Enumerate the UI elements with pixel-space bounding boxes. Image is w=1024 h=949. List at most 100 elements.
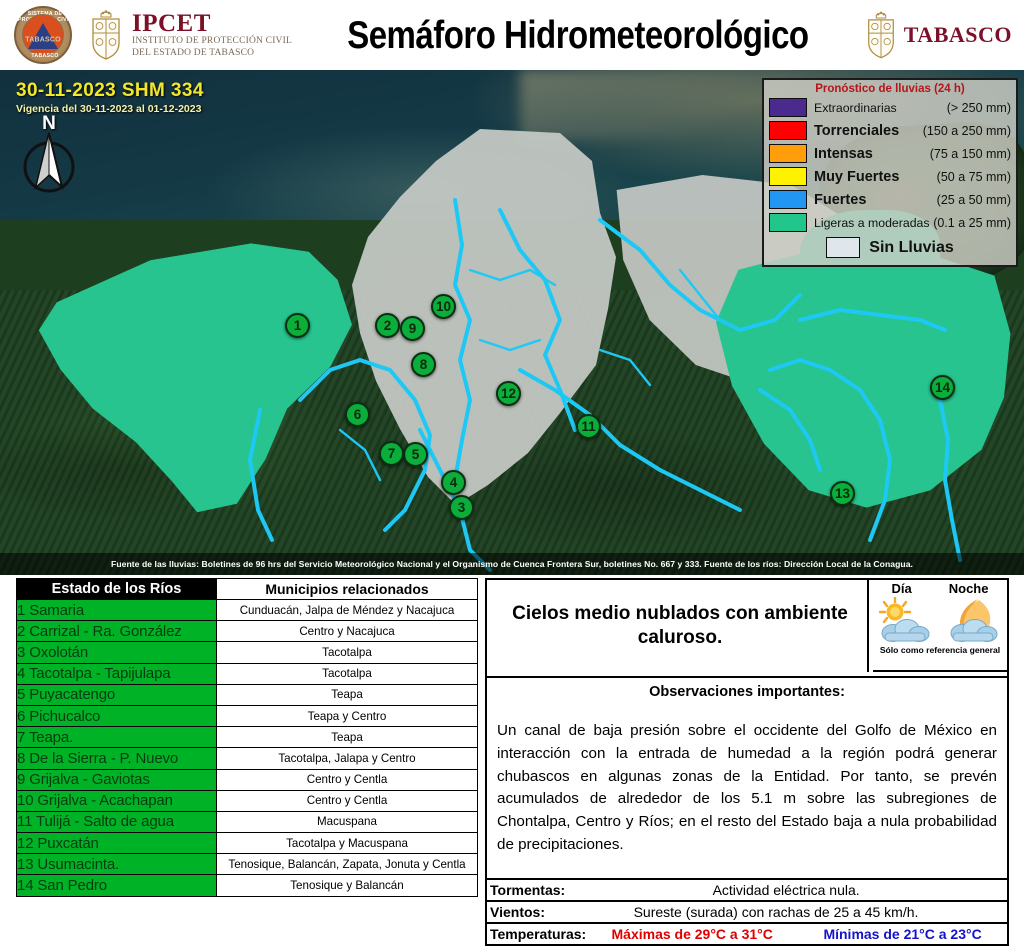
municipalities-cell: Centro y Nacajuca [216,620,478,643]
rain-legend: Pronóstico de lluvias (24 h) Extraordina… [762,78,1018,267]
river-name-cell: 7 Teapa. [16,726,217,749]
ipcet-line2: DEL ESTADO DE TABASCO [132,47,255,58]
map-marker-11[interactable]: 11 [576,414,601,439]
map-marker-6[interactable]: 6 [345,402,370,427]
header-rivers: Estado de los Ríos [16,578,217,600]
day-night-icons: Día Noche [873,580,1007,672]
day-weather-icon [877,595,937,643]
legend-row-3: Intensas (75 a 150 mm) [769,142,1011,165]
municipalities-cell: Tacotalpa y Macuspana [216,832,478,855]
legend-label-5: Fuertes [814,191,867,208]
municipalities-cell: Tacotalpa [216,641,478,664]
map-marker-5[interactable]: 5 [403,442,428,467]
temperatures-label: Temperaturas: [490,926,587,942]
map-marker-1[interactable]: 1 [285,313,310,338]
seal-triangle-icon [28,23,58,50]
tabasco-shield-icon [867,11,894,59]
table-row: 2 Carrizal - Ra. González Centro y Nacaju… [16,620,478,643]
municipalities-cell: Centro y Centla [216,789,478,812]
observations-title: Observaciones importantes: [487,676,1007,700]
municipalities-cell: Macuspana [216,810,478,834]
legend-swatch-3 [769,144,807,163]
day-label: Día [891,581,912,596]
map-marker-3[interactable]: 3 [449,495,474,520]
table-row: 14 San Pedro Tenosique y Balancán [16,874,478,897]
table-row: 10 Grijalva - Acachapan Centro y Centla [16,789,478,812]
table-row: 9 Grijalva - Gaviotas Centro y Centla [16,768,478,791]
legend-row-5: Fuertes (25 a 50 mm) [769,188,1011,211]
municipalities-cell: Tenosique, Balancán, Zapata, Jonuta y Ce… [216,853,478,876]
river-name-cell: 14 San Pedro [16,874,217,897]
moon-cloud-svg [950,599,997,642]
table-row: 1 Samaria Cunduacán, Jalpa de Méndez y Na… [16,598,478,622]
rivers-table-body: 1 Samaria Cunduacán, Jalpa de Méndez y Na… [16,598,478,897]
municipalities-cell: Teapa y Centro [216,704,478,728]
legend-range-3: (75 a 150 mm) [929,146,1011,161]
river-name-cell: 4 Tacotalpa - Tapijulapa [16,662,217,685]
night-weather-icon [944,597,1004,643]
map-marker-10[interactable]: 10 [431,294,456,319]
legend-swatch-5 [769,190,807,209]
municipalities-cell: Cunduacán, Jalpa de Méndez y Nacajuca [216,598,478,622]
seal-bottom-text: TABASCO [31,53,59,59]
forecast-meta-rows: Tormentas: Actividad eléctrica nula. Vie… [487,878,1007,944]
bulletin-id: 30-11-2023 SHM 334 [16,80,204,101]
seal-center-text: TABASCO [25,36,61,44]
rivers-overlay [248,198,962,572]
municipalities-cell: Tenosique y Balancán [216,874,478,897]
river-name-cell: 8 De la Sierra - P. Nuevo [16,747,217,770]
map-marker-9[interactable]: 9 [400,316,425,341]
tabasco-label: TABASCO [903,22,1012,47]
river-name-cell: 11 Tulijá - Salto de agua [16,810,217,834]
legend-row-6: Ligeras a moderadas (0.1 a 25 mm) [769,211,1011,234]
river-name-cell: 9 Grijalva - Gaviotas [16,768,217,791]
municipalities-cell: Teapa [216,726,478,749]
legend-title: Pronóstico de lluvias (24 h) [815,83,965,95]
legend-range-5: (25 a 50 mm) [936,192,1011,207]
legend-rows: Extraordinarias (> 250 mm) Torrenciales (15… [769,96,1011,234]
compass-north-icon: N [18,113,80,195]
legend-label-6: Ligeras a moderadas [814,215,930,230]
legend-label-4: Muy Fuertes [814,168,900,185]
forecast-panel: Cielos medio nublados con ambiente calur… [485,578,1009,946]
table-header-row: Estado de los Ríos Municipios relacionad… [16,578,478,600]
legend-range-2: (150 a 250 mm) [922,123,1011,138]
river-name-cell: 3 Oxolotán [16,641,217,664]
table-row: 6 Pichucalco Teapa y Centro [16,704,478,728]
table-row: 13 Usumacinta. Tenosique, Balancán, Zapat… [16,853,478,876]
legend-row-1: Extraordinarias (> 250 mm) [769,96,1011,119]
temperature-min: Mínimas de 21°C a 23°C [823,926,982,942]
forecast-map[interactable]: 30-11-2023 SHM 334 Vigencia del 30-11-20… [0,70,1024,575]
river-name-cell: 2 Carrizal - Ra. González [16,620,217,643]
icon-reference-note: Sólo como referencia general [879,645,1001,655]
legend-label-1: Extraordinarias [814,100,897,115]
bulletin-date-block: 30-11-2023 SHM 334 Vigencia del 30-11-20… [16,80,204,115]
map-marker-13[interactable]: 13 [830,481,855,506]
legend-label-3: Intensas [814,145,873,162]
map-marker-12[interactable]: 12 [496,381,521,406]
legend-range-4: (50 a 75 mm) [936,169,1011,184]
map-marker-7[interactable]: 7 [379,441,404,466]
river-name-cell: 10 Grijalva - Acachapan [16,789,217,812]
municipalities-cell: Tacotalpa, Jalapa y Centro [216,747,478,770]
shield-svg [92,10,120,60]
header-municipalities: Municipios relacionados [216,578,478,600]
storms-value: Actividad eléctrica nula. [712,882,860,898]
rivers-table: Estado de los Ríos Municipios relacionad… [16,578,478,897]
legend-swatch-1 [769,98,807,117]
tabasco-brand: TABASCO [864,10,1012,60]
municipalities-cell: Tacotalpa [216,662,478,685]
legend-row-no-rain: Sin Lluvias [769,235,1011,260]
temperature-max: Máximas de 29°C a 31°C [611,926,773,942]
table-row: 7 Teapa. Teapa [16,726,478,749]
map-marker-4[interactable]: 4 [441,470,466,495]
sky-summary-row: Cielos medio nublados con ambiente calur… [487,580,1007,674]
table-row: 12 Puxcatán Tacotalpa y Macuspana [16,832,478,855]
map-marker-14[interactable]: 14 [930,375,955,400]
legend-row-2: Torrenciales (150 a 250 mm) [769,119,1011,142]
map-marker-2[interactable]: 2 [375,313,400,338]
legend-swatch-2 [769,121,807,140]
map-marker-8[interactable]: 8 [411,352,436,377]
night-label: Noche [948,581,989,596]
